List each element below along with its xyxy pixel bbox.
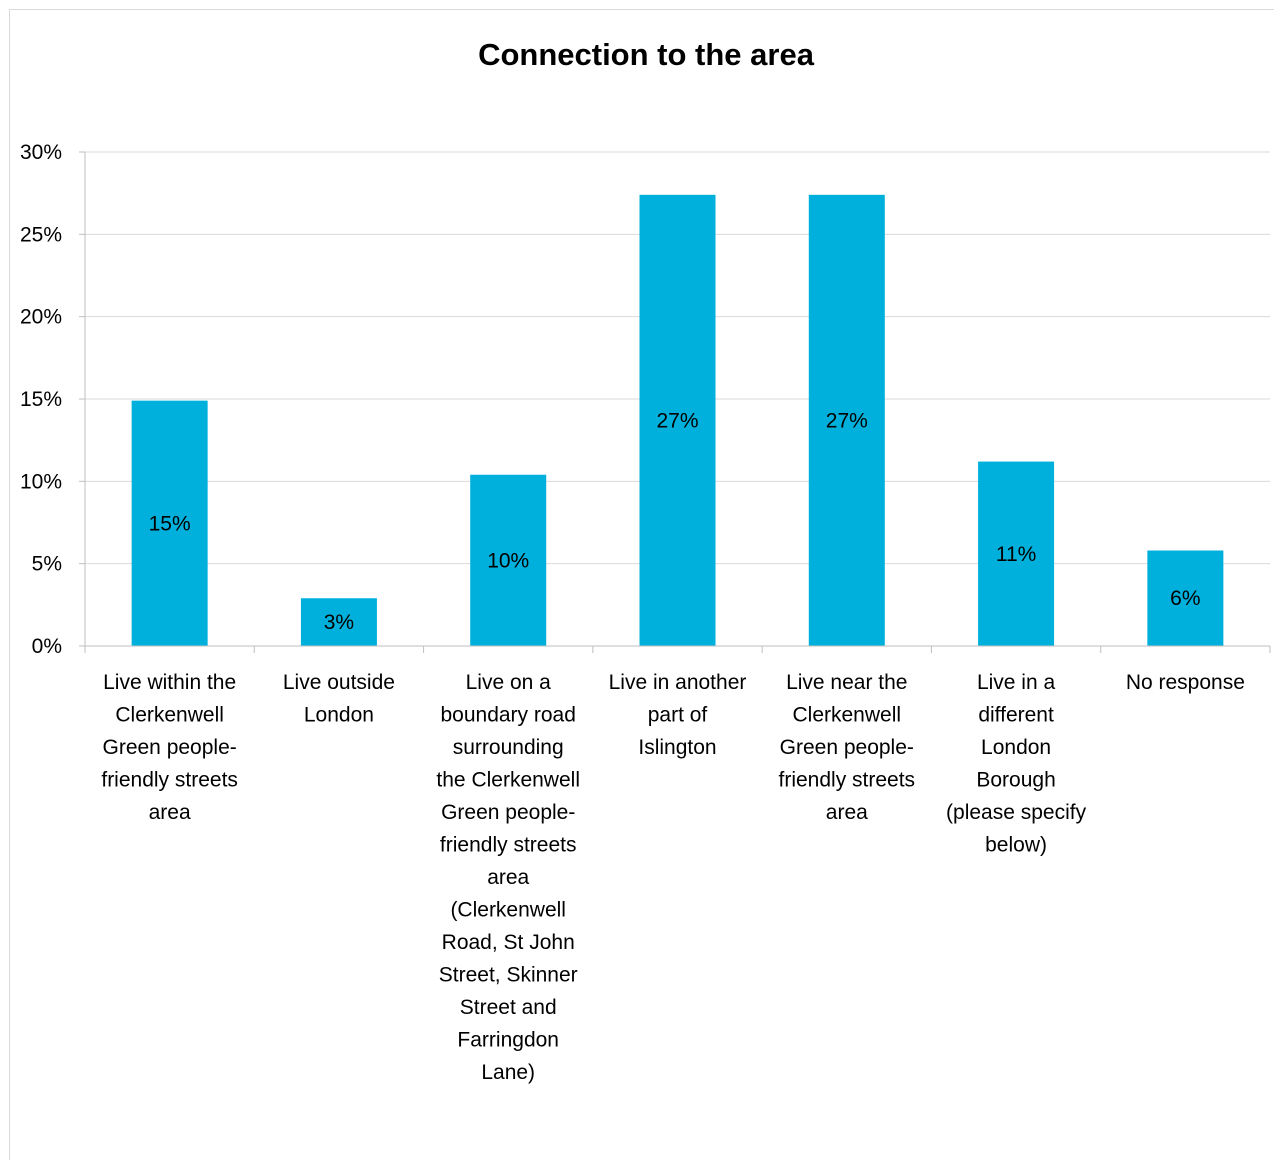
y-tick-label: 15% [20,388,62,411]
chart-frame [9,9,1274,1160]
category-label: Live within the Clerkenwell Green people-f… [101,671,238,824]
chart-title: Connection to the area [478,37,815,72]
category-label: Live near the Clerkenwell Green people-fri… [779,671,916,824]
category-label-line: Green people- [780,736,914,759]
category-label-line: friendly streets [440,834,577,857]
category-label-line: (please specify [946,801,1087,824]
category-label: No response [1126,671,1245,694]
data-label: 6% [1170,587,1200,610]
category-label-line: Live on a [466,671,552,694]
data-label: 27% [826,409,868,432]
labels: 0% 5% 10% 15% 20% 25% 30% 15% 3% 10% 27% 27% 11% 6% Li… [20,141,1245,1084]
category-label: Live in a different London Borough (please s… [946,671,1087,857]
y-tick-label: 25% [20,223,62,246]
category-label: Live outside London [283,671,395,727]
category-label-line: Live near the [786,671,907,694]
bar [300,598,377,646]
category-label-line: area [149,801,191,824]
category-label-line: Islington [638,736,716,759]
bar [470,474,547,646]
category-label-line: surrounding [453,736,564,759]
bar [131,400,208,646]
category-label-line: friendly streets [101,769,238,792]
y-tick-label: 30% [20,141,62,164]
category-label-line: Live within the [103,671,236,694]
bars [131,194,1224,646]
category-label-line: boundary road [440,704,575,727]
category-label-line: Farringdon [457,1029,559,1052]
y-tick-label: 20% [20,306,62,329]
y-tick-label: 10% [20,470,62,493]
category-label-line: area [826,801,868,824]
data-label: 10% [487,549,529,572]
category-label-line: Green people- [441,801,575,824]
category-label-line: below) [985,834,1047,857]
category-label-line: No response [1126,671,1245,694]
category-label-line: Lane) [481,1061,535,1084]
category-label-line: Borough [976,769,1055,792]
category-label-line: different [978,704,1054,727]
data-label: 27% [656,409,698,432]
bar [978,461,1055,646]
category-label-line: Clerkenwell [115,704,224,727]
bar [808,194,885,646]
category-label-line: London [304,704,374,727]
category-label-line: Road, St John [442,931,575,954]
category-label-line: area [487,866,529,889]
category-label-line: Street, Skinner [439,964,578,987]
category-label-line: Live outside [283,671,395,694]
bar [639,194,716,646]
category-label-line: Street and [460,996,557,1019]
category-label: Live on a boundary road surrounding the Cle… [436,671,580,1084]
category-label: Live in another part of Islington [609,671,747,759]
bar [1147,550,1224,646]
data-label: 3% [324,611,354,634]
y-tick-label: 0% [32,635,62,658]
category-label-line: Live in another [609,671,747,694]
category-label-line: part of [648,704,708,727]
category-label-line: friendly streets [779,769,916,792]
data-label: 11% [996,543,1036,566]
axes [79,151,1271,653]
y-tick-label: 5% [32,553,62,576]
category-label-line: Green people- [103,736,237,759]
category-label-line: Clerkenwell [793,704,902,727]
category-label-line: the Clerkenwell [436,769,580,792]
category-label-line: Live in a [977,671,1056,694]
category-label-line: London [981,736,1051,759]
category-label-line: (Clerkenwell [450,899,566,922]
data-label: 15% [149,512,191,535]
